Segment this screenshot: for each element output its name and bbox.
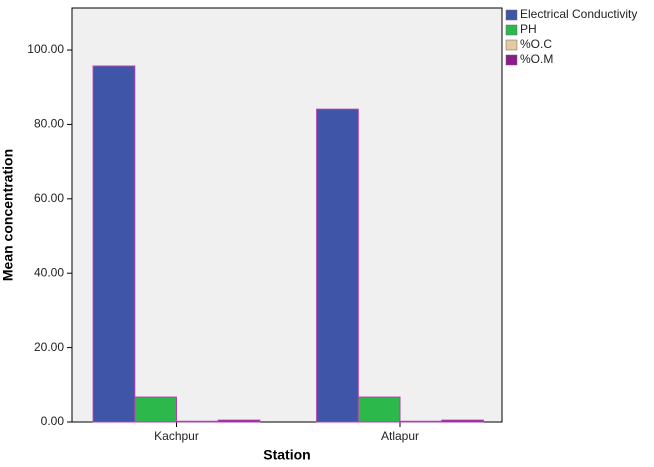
- plot-area: [71, 7, 503, 423]
- bar: [399, 420, 443, 423]
- bar: [92, 65, 136, 423]
- y-tick-label: 0.00: [41, 414, 65, 428]
- bar: [134, 396, 178, 423]
- legend-label: PH: [520, 22, 537, 36]
- legend-swatch: [505, 39, 518, 51]
- bar: [441, 419, 484, 423]
- bar: [316, 108, 359, 423]
- x-axis-title: Station: [263, 447, 310, 463]
- y-tick-label: 20.00: [34, 340, 64, 354]
- bar: [217, 419, 261, 423]
- legend-label: Electrical Conductivity: [520, 7, 637, 21]
- bar: [357, 396, 401, 423]
- y-axis-title: Mean concentration: [0, 149, 16, 281]
- legend-label: %O.M: [520, 52, 553, 66]
- bar: [176, 420, 219, 423]
- legend-swatch: [505, 24, 518, 36]
- legend-swatch: [505, 9, 518, 21]
- x-tick-label: Atlapur: [381, 429, 419, 443]
- y-tick-label: 100.00: [27, 42, 64, 56]
- legend-swatch: [505, 54, 518, 66]
- y-tick-label: 80.00: [34, 117, 64, 131]
- legend-label: %O.C: [520, 37, 552, 51]
- x-tick-label: Kachpur: [154, 429, 199, 443]
- y-tick-label: 60.00: [34, 191, 64, 205]
- y-tick-label: 40.00: [34, 265, 64, 279]
